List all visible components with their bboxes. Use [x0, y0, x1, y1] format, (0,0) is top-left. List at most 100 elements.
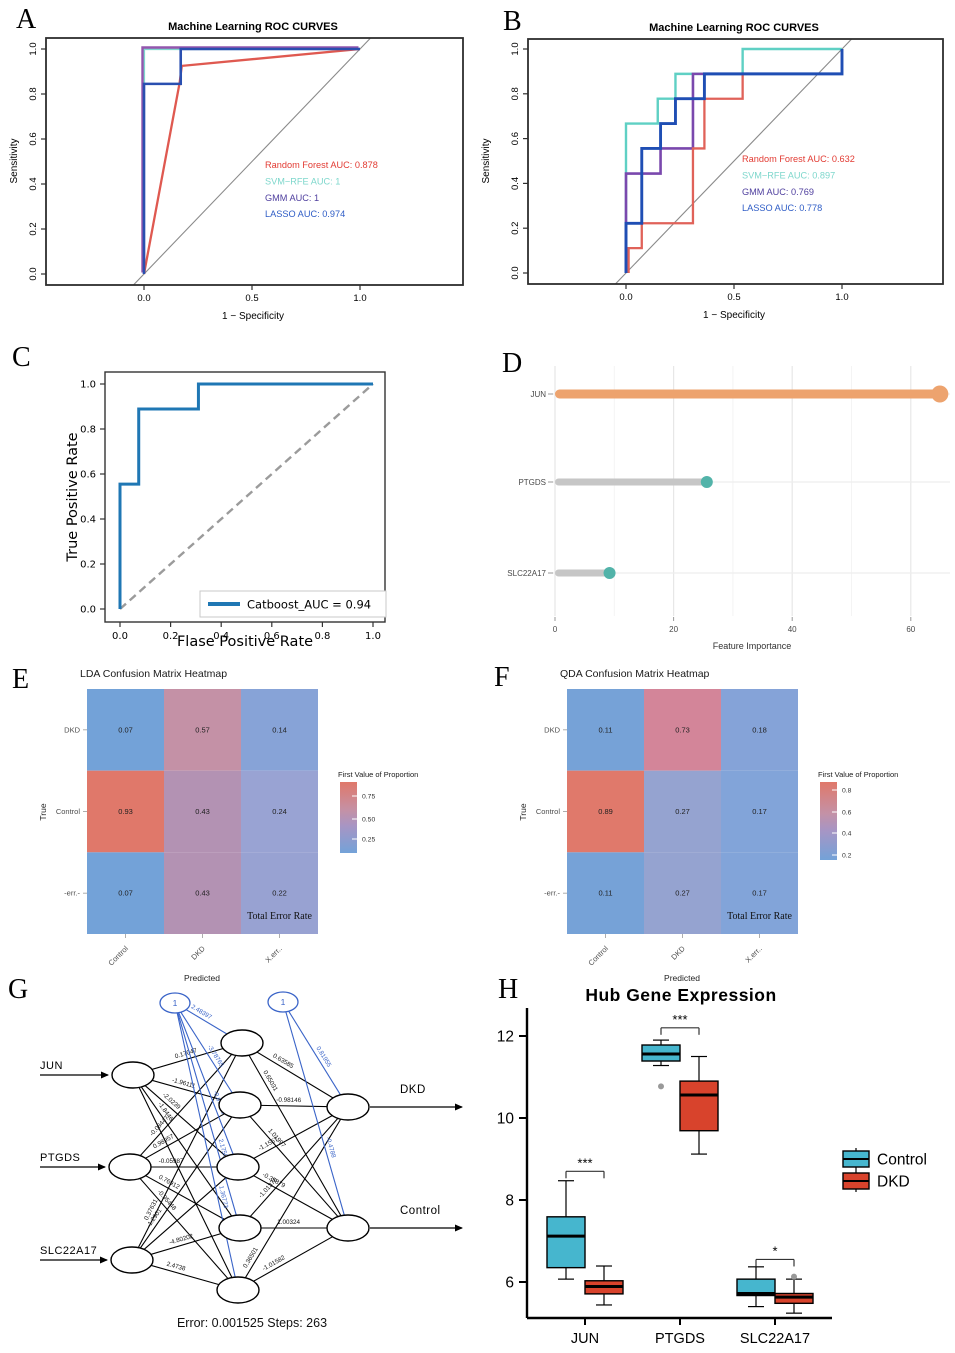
col-label: X.err..: [263, 944, 284, 965]
cell-value: 0.73: [675, 725, 690, 734]
y-axis-title: True: [38, 803, 48, 820]
x-tick-label: 0.4: [213, 631, 229, 642]
y-tick-label: 8: [505, 1193, 514, 1210]
col-label: DKD: [189, 944, 207, 962]
edge-input1-hidden0: [129, 1044, 241, 1168]
cell-value: 0.11: [598, 725, 612, 734]
heatmap-cell: [567, 770, 644, 853]
neuron-node: [326, 1093, 370, 1121]
edge-input2-hidden2: [131, 1168, 237, 1261]
chart-title: Hub Gene Expression: [585, 985, 776, 1005]
y-tick-label: 0.8: [510, 87, 521, 100]
y-tick-label: 12: [497, 1029, 514, 1046]
x-tick-label: 0.6: [264, 631, 280, 642]
edge-input1-hidden3: [129, 1166, 239, 1227]
lollipop-dot-slc22a17: [603, 567, 616, 579]
legend-entry: Catboost_AUC = 0.94: [247, 598, 371, 612]
cell-value: 0.43: [195, 889, 210, 898]
chart-title: QDA Confusion Matrix Heatmap: [560, 668, 710, 680]
x-tick-label: 0.2: [163, 631, 179, 642]
edge-hidden4-output0: [237, 1108, 347, 1291]
edge-input1-hidden4: [129, 1166, 237, 1289]
panel-b-roc-test-chart: Machine Learning ROC CURVES 0.0 0.5 1.0 0.0 0…: [481, 22, 944, 321]
legend-entry: GMM AUC: 0.769: [742, 187, 814, 197]
outlier-point: [791, 1273, 797, 1280]
panel-g-neural-network-diagram: 0.17047-1.96111-2.0239-1.8446-0.084470.9…: [40, 991, 463, 1330]
heatmap-cell: [644, 852, 721, 934]
x-tick-label: PTGDS: [655, 1331, 705, 1347]
panel-c-catboost-roc-chart: 0.0 0.0 0.2 0.2 0.4 0.4 0.6 0.6 0.8 0.8 1.0 1.0 Flas…: [65, 371, 387, 650]
y-tick-label: 0.0: [510, 266, 521, 279]
heatmap-cell: [241, 770, 318, 853]
output-class-label: Control: [400, 1205, 441, 1217]
row-label: DKD: [64, 725, 80, 734]
neuron-node: [218, 1091, 262, 1119]
edge-hidden0-output0: [241, 1042, 347, 1106]
panel-h-boxplot-chart: Hub Gene Expression 6 8 10 12 JUN PTGDS SLC22A1…: [497, 985, 927, 1347]
legend-colorbar: [820, 782, 837, 860]
panel-e-lda-heatmap: LDA Confusion Matrix Heatmap 0.07 0.57 0.14…: [38, 668, 418, 983]
x-axis-title: Flase Positive Rate: [177, 634, 313, 650]
weight-label: 1.00324: [277, 1219, 300, 1226]
legend-entry: Random Forest AUC: 0.878: [265, 160, 378, 170]
cell-value: 0.93: [118, 807, 133, 816]
plot-frame: [104, 371, 386, 623]
neuron-node: [220, 1029, 264, 1057]
y-tick-label: 1.0: [28, 42, 39, 55]
panel-label-f: F: [494, 662, 510, 693]
x-tick-label: 0.8: [314, 631, 330, 642]
significance-stars: ***: [672, 1012, 687, 1027]
legend-entry: SVM−RFE AUC: 1: [265, 176, 340, 186]
edge-input0-hidden3: [132, 1074, 239, 1227]
panel-label-a: A: [16, 4, 37, 35]
diagonal-reference-line: [133, 37, 371, 286]
y-tick-label: 10: [497, 1111, 515, 1128]
heatmap-cell: [721, 852, 798, 934]
neuron-node: [216, 1153, 260, 1181]
lollipop-stem-slc22a17: [555, 569, 610, 577]
x-axis-title: Predicted: [664, 973, 700, 983]
x-axis-title: 1 − Specificity: [703, 310, 765, 321]
roc-curve-gmm: [624, 72, 709, 273]
x-tick-label: 1.0: [365, 631, 381, 642]
roc-curve-random-forest: [627, 72, 842, 273]
cell-value: 0.07: [118, 889, 133, 898]
x-axis-title: Predicted: [184, 973, 220, 983]
neuron-node: [110, 1246, 154, 1274]
y-tick-label: 0.0: [28, 267, 39, 280]
category-label: SLC22A17: [507, 569, 546, 578]
legend-entry: SVM−RFE AUC: 0.897: [742, 170, 835, 180]
x-tick-label: SLC22A17: [740, 1331, 810, 1347]
heatmap-cell: [87, 689, 164, 771]
diagonal-reference-line: [614, 38, 853, 285]
weight-label: 2.4738: [166, 1261, 187, 1273]
panel-label-g: G: [8, 974, 29, 1005]
legend-tick-label: 0.75: [362, 794, 375, 801]
heatmap-cell: [721, 770, 798, 853]
y-tick-label: 0.4: [510, 177, 521, 190]
chart-title: LDA Confusion Matrix Heatmap: [80, 668, 227, 680]
edge-hidden0-output1: [241, 1042, 347, 1227]
total-error-rate-note: Total Error Rate: [727, 911, 792, 922]
legend-tick-label: 0.6: [842, 810, 852, 817]
significance-stars: *: [772, 1243, 777, 1258]
x-tick-label: 20: [669, 625, 678, 634]
bias-node-label: 1: [173, 998, 178, 1008]
outlier-point: [658, 1083, 664, 1090]
legend-colorbar: [340, 782, 357, 853]
y-tick-label: 0.2: [80, 560, 96, 571]
heatmap-cell: [721, 689, 798, 771]
y-tick-label: 0.6: [80, 470, 96, 481]
x-tick-label: 1.0: [353, 293, 366, 304]
cell-value: 0.14: [272, 725, 287, 734]
edge-bias2-output1: [282, 1001, 349, 1227]
y-tick-label: 0.4: [80, 515, 96, 526]
heatmap-cell: [164, 852, 241, 934]
legend-entry-label: DKD: [877, 1174, 910, 1191]
y-tick-label: 0.4: [28, 177, 39, 190]
panel-d-feature-importance-chart: JUN PTGDS SLC22A17 0 20 40 60 Feature Importanc…: [507, 366, 950, 651]
heatmap-cell: [87, 770, 164, 853]
weight-label: -4.80202: [168, 1233, 194, 1247]
panel-label-d: D: [502, 348, 523, 379]
cell-value: 0.17: [752, 889, 767, 898]
